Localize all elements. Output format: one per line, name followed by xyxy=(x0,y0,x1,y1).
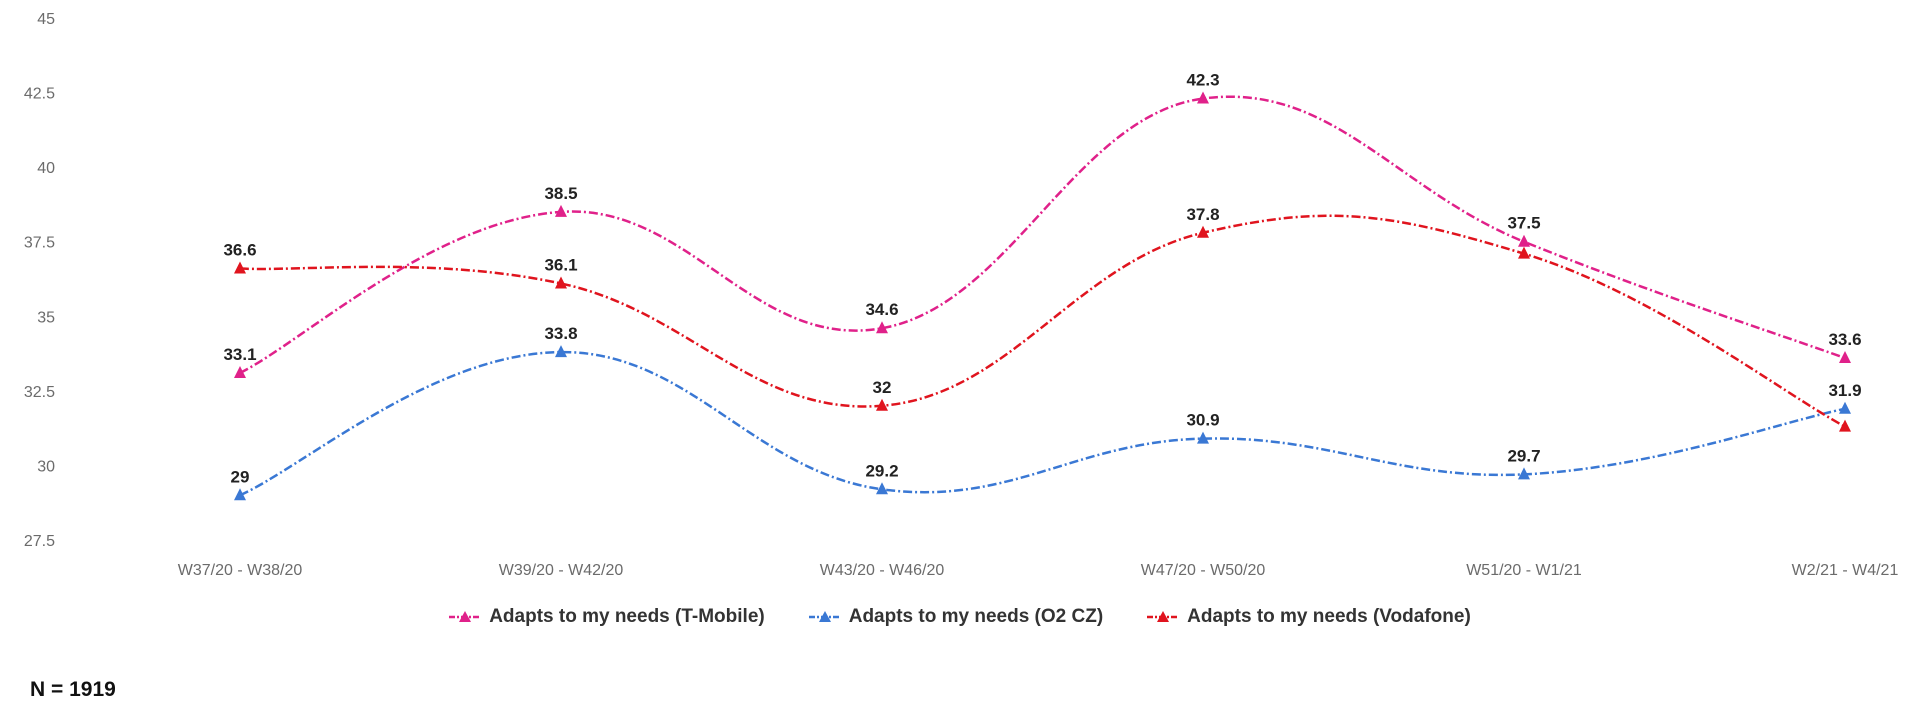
data-labels: 33.1 38.5 34.6 42.3 37.5 33.6 29 33.8 29.2 30.9 29… xyxy=(223,71,1861,487)
data-label: 29 xyxy=(231,467,250,486)
x-tick-label: W43/20 - W46/20 xyxy=(820,562,945,579)
data-label: 38.5 xyxy=(544,184,577,203)
y-tick-label: 35 xyxy=(37,309,55,326)
x-tick-label: W37/20 - W38/20 xyxy=(178,562,303,579)
data-label: 34.6 xyxy=(865,300,898,319)
x-axis-ticks: W37/20 - W38/20 W39/20 - W42/20 W43/20 - W… xyxy=(178,562,1899,579)
sample-size-note: N = 1919 xyxy=(30,678,116,701)
legend-label: Adapts to my needs (T-Mobile) xyxy=(489,606,765,627)
data-label: 33.6 xyxy=(1828,330,1861,349)
y-tick-label: 32.5 xyxy=(24,384,55,401)
line-chart: 45 42.5 40 37.5 35 32.5 30 27.5 W37/20 - W38/20… xyxy=(24,11,1899,579)
data-point-marker xyxy=(1197,431,1209,444)
data-label: 36.1 xyxy=(544,255,577,274)
data-label: 31.9 xyxy=(1828,381,1861,400)
x-tick-label: W47/20 - W50/20 xyxy=(1141,562,1266,579)
y-tick-label: 37.5 xyxy=(24,235,55,252)
data-point-marker xyxy=(234,365,246,378)
legend-item: Adapts to my needs (Vodafone) xyxy=(1147,606,1471,628)
data-point-marker xyxy=(555,345,567,358)
data-point-marker xyxy=(1518,467,1530,480)
x-tick-label: W51/20 - W1/21 xyxy=(1466,562,1582,579)
data-point-marker xyxy=(1839,401,1851,414)
y-tick-label: 40 xyxy=(37,160,55,177)
data-point-marker xyxy=(1197,91,1209,104)
data-point-marker xyxy=(1839,419,1851,432)
y-axis-ticks: 45 42.5 40 37.5 35 32.5 30 27.5 xyxy=(24,11,55,550)
data-label: 37.8 xyxy=(1186,205,1219,224)
legend: Adapts to my needs (T-Mobile) Adapts to m… xyxy=(0,606,1920,628)
x-tick-label: W39/20 - W42/20 xyxy=(499,562,624,579)
data-point-marker xyxy=(1518,234,1530,247)
series-line xyxy=(239,95,1846,375)
legend-item: Adapts to my needs (O2 CZ) xyxy=(808,606,1104,628)
data-point-marker xyxy=(876,398,888,411)
y-tick-label: 30 xyxy=(37,458,55,475)
data-point-marker xyxy=(1839,351,1851,364)
data-label: 33.1 xyxy=(223,345,256,364)
data-label: 33.8 xyxy=(544,324,577,343)
data-label: 36.6 xyxy=(223,241,256,260)
data-point-marker xyxy=(876,482,888,495)
data-point-marker xyxy=(234,261,246,274)
legend-swatch-icon xyxy=(449,611,482,622)
legend-item: Adapts to my needs (T-Mobile) xyxy=(449,606,765,628)
data-point-marker xyxy=(555,276,567,289)
data-point-marker xyxy=(555,204,567,217)
data-label: 37.5 xyxy=(1507,214,1540,233)
legend-label: Adapts to my needs (Vodafone) xyxy=(1187,606,1471,627)
data-label: 32 xyxy=(873,378,892,397)
data-label: 29.2 xyxy=(865,461,898,480)
legend-label: Adapts to my needs (O2 CZ) xyxy=(848,606,1104,627)
series-line xyxy=(239,214,1846,428)
data-point-marker xyxy=(1197,225,1209,238)
data-point-marker xyxy=(234,488,246,501)
y-tick-label: 42.5 xyxy=(24,86,55,103)
series-line xyxy=(239,350,1846,497)
data-point-marker xyxy=(1518,246,1530,259)
data-label: 29.7 xyxy=(1507,446,1540,465)
data-label: 42.3 xyxy=(1186,71,1219,90)
data-point-marker xyxy=(876,321,888,334)
legend-swatch-icon xyxy=(1147,611,1180,622)
legend-swatch-icon xyxy=(808,611,841,622)
data-label: 30.9 xyxy=(1186,411,1219,430)
series-lines xyxy=(239,95,1846,497)
x-tick-label: W2/21 - W4/21 xyxy=(1792,562,1899,579)
series-points xyxy=(234,91,1851,501)
y-tick-label: 45 xyxy=(37,11,55,28)
y-tick-label: 27.5 xyxy=(24,533,55,550)
